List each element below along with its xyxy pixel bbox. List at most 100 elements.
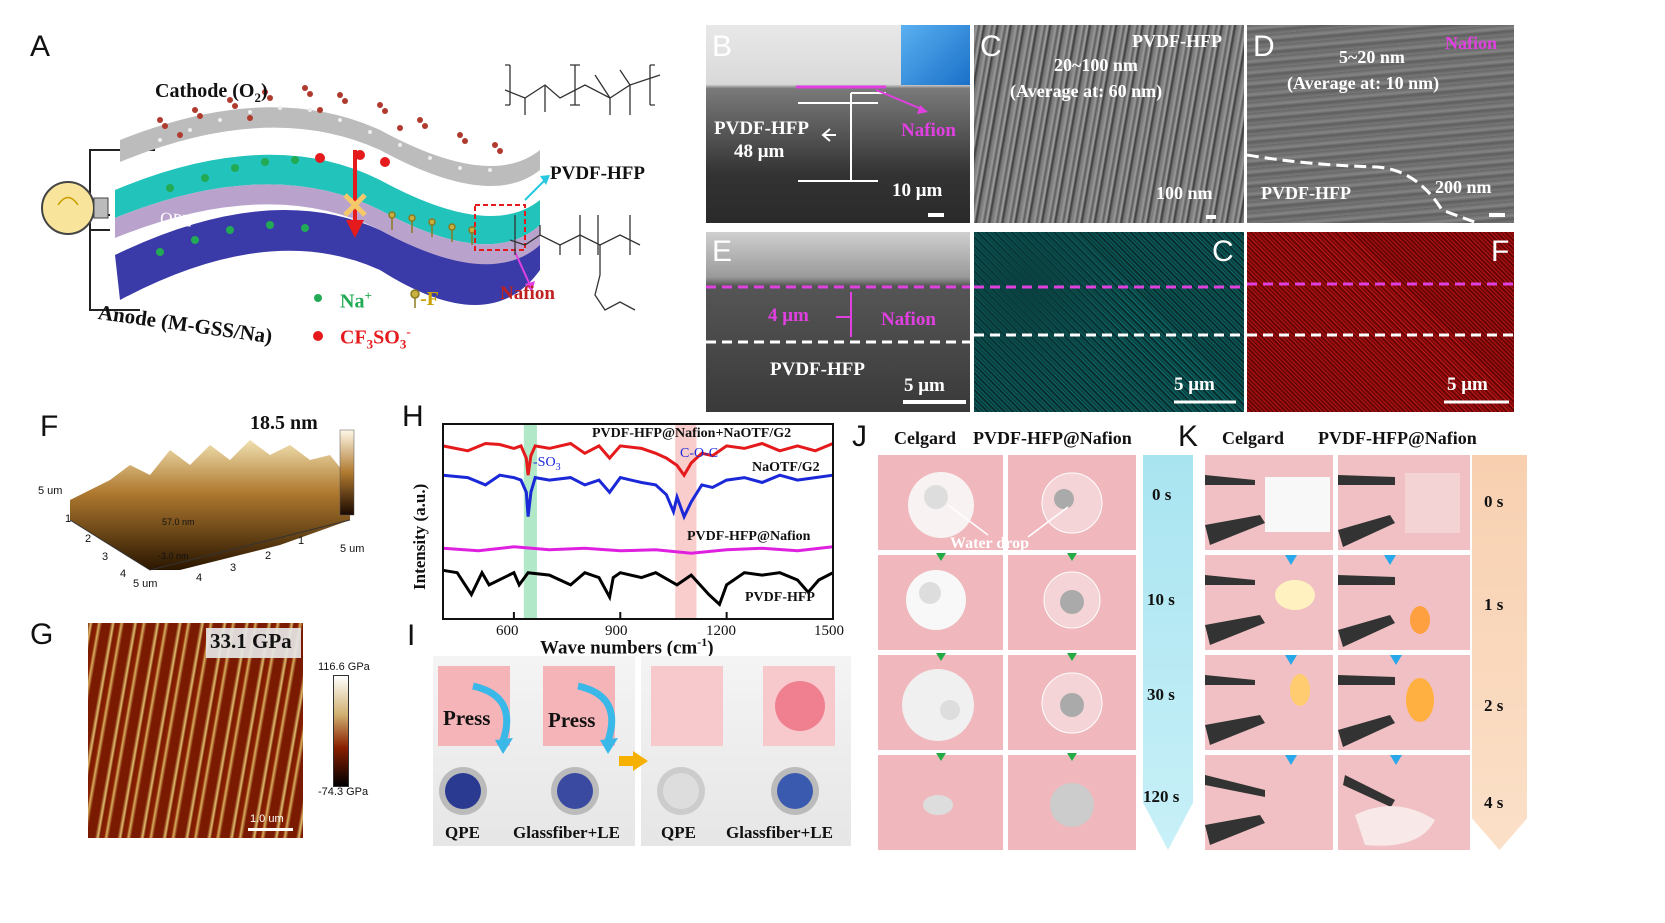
eds-map-fluorine: F 5 μm [1247, 232, 1514, 412]
legend-cf3so3: CF3SO3- [340, 324, 411, 352]
i-press-1: Press [443, 706, 491, 730]
panel-label-j: J [852, 420, 867, 453]
sem-image-b: B PVDF-HFP 48 μm Nafion 10 μm [706, 25, 970, 223]
c-avg: (Average at: 60 nm) [1010, 81, 1163, 101]
e-pvdf: PVDF-HFP [770, 359, 865, 380]
i-press-2: Press [548, 708, 596, 732]
sem-image-e: E 4 μm Nafion PVDF-HFP 5 μm [706, 232, 970, 412]
g-cbar-max: 116.6 GPa [318, 661, 370, 673]
ftir-series-0 [442, 441, 834, 478]
d-range: 5~20 nm [1339, 47, 1405, 67]
eds-map-carbon: C 5 μm [974, 232, 1244, 412]
sem-image-c: C PVDF-HFP 20~100 nm (Average at: 60 nm)… [974, 25, 1244, 223]
i-label-1: QPE [445, 823, 480, 842]
eds-f-scale: 5 μm [1447, 374, 1488, 395]
k-time-1: 1 s [1484, 595, 1504, 614]
ftir-series-3 [442, 568, 834, 608]
f-axis-y: 5 um [340, 543, 365, 555]
afm-3d-topography [69, 429, 355, 571]
legend-f: -F [420, 288, 439, 310]
panel-label-eds-f: F [1491, 235, 1510, 268]
pvdf-hfp-label: PVDF-HFP [550, 163, 645, 184]
d-layer: PVDF-HFP [1261, 183, 1351, 203]
k-col1: Celgard [1222, 428, 1284, 448]
d-avg: (Average at: 10 nm) [1287, 73, 1440, 93]
j-time-0: 0 s [1152, 485, 1172, 504]
eds-c-scale: 5 μm [1174, 374, 1215, 395]
f-tick-1: 1 [65, 513, 72, 525]
ftir-annot-coc: C-O-C [680, 446, 719, 461]
panel-label-b: B [712, 30, 733, 63]
legend-na: Na+ [340, 288, 372, 313]
k-time-arrow [1472, 455, 1527, 850]
panel-label-e: E [712, 235, 733, 268]
b-scale-label: 10 μm [892, 180, 943, 201]
e-nafion: Nafion [881, 309, 936, 330]
f-tick-2: 2 [85, 533, 92, 545]
b-nafion-label: Nafion [901, 120, 956, 141]
panel-label-i: I [407, 619, 416, 652]
panel-label-g: G [30, 618, 54, 651]
f-z-top: 57.0 nm [162, 517, 195, 527]
photo-grid-j: Water drop [878, 455, 1136, 850]
ftir-xtick-900: 900 [605, 623, 628, 639]
c-range: 20~100 nm [1054, 55, 1138, 75]
k-time-0: 0 s [1484, 492, 1504, 511]
ftir-annot-so3: -SO3 [533, 455, 561, 473]
panel-label-f: F [40, 410, 59, 443]
battery-schematic [41, 64, 661, 341]
ftir-xtick-1500: 1500 [814, 623, 844, 639]
ftir-series-label-2: PVDF-HFP@Nafion [687, 529, 811, 544]
ftir-series-2 [442, 545, 834, 555]
i-label-3: QPE [661, 823, 696, 842]
i-label-4: Glassfiber+LE [726, 823, 833, 842]
ftir-series-label-0: PVDF-HFP@Nafion+NaOTF/G2 [592, 426, 792, 441]
modulus-map: 33.1 GPa 1.0 um [88, 623, 303, 838]
f-height-label: 18.5 nm [250, 412, 318, 434]
f-axis-x2: 5 um [133, 578, 158, 590]
d-title: Nafion [1445, 33, 1498, 53]
panel-label-c: C [980, 30, 1002, 63]
f-tick-4: 4 [120, 568, 127, 580]
j-col1: Celgard [894, 428, 956, 448]
panel-label-d: D [1253, 30, 1275, 63]
photo-grid-k [1205, 455, 1470, 850]
f-z-bot: -3.0 nm [158, 551, 189, 561]
ftir-xtick-600: 600 [496, 623, 519, 639]
d-scale: 200 nm [1435, 177, 1492, 197]
j-water-drop: Water drop [950, 535, 1029, 552]
ftir-plot-frame [442, 423, 834, 620]
panel-label-k: K [1178, 420, 1199, 453]
c-title: PVDF-HFP [1132, 31, 1222, 51]
light-bulb-icon [41, 181, 109, 235]
j-time-arrow [1143, 455, 1193, 850]
f-tick-7: 3 [230, 562, 237, 574]
g-cbar-min: -74.3 GPa [318, 786, 369, 798]
i-label-2: Glassfiber+LE [513, 823, 620, 842]
f-tick-8: 4 [196, 572, 203, 584]
j-col2: PVDF-HFP@Nafion [973, 428, 1132, 448]
ftir-series-label-3: PVDF-HFP [745, 590, 815, 605]
ftir-series-1 [442, 473, 834, 521]
photo-i: Press Press QPE Glassfiber+LE QPE Glassf… [433, 656, 851, 846]
f-tick-5: 1 [298, 535, 305, 547]
ftir-series-label-1: NaOTF/G2 [752, 460, 820, 475]
c-scale: 100 nm [1156, 183, 1213, 203]
f-tick-6: 2 [265, 550, 272, 562]
ftir-xlabel: Wave numbers (cm-1) [540, 635, 714, 659]
panel-label-a: A [30, 30, 51, 63]
j-time-2: 30 s [1147, 685, 1175, 704]
qpe-label: QPE [159, 208, 194, 231]
sem-image-d: D Nafion 5~20 nm (Average at: 10 nm) PVD… [1247, 25, 1514, 223]
ftir-ylabel: Intensity (a.u.) [410, 483, 429, 590]
nafion-label: Nafion [500, 283, 555, 304]
ftir-chart [442, 423, 834, 620]
g-scale: 1.0 um [250, 813, 284, 825]
e-thickness: 4 μm [768, 305, 809, 326]
b-thickness-label: 48 μm [734, 141, 785, 162]
j-time-3: 120 s [1143, 787, 1180, 806]
k-time-2: 2 s [1484, 696, 1504, 715]
j-time-1: 10 s [1147, 590, 1175, 609]
g-colorbar [333, 675, 349, 787]
f-tick-3: 3 [102, 551, 109, 563]
